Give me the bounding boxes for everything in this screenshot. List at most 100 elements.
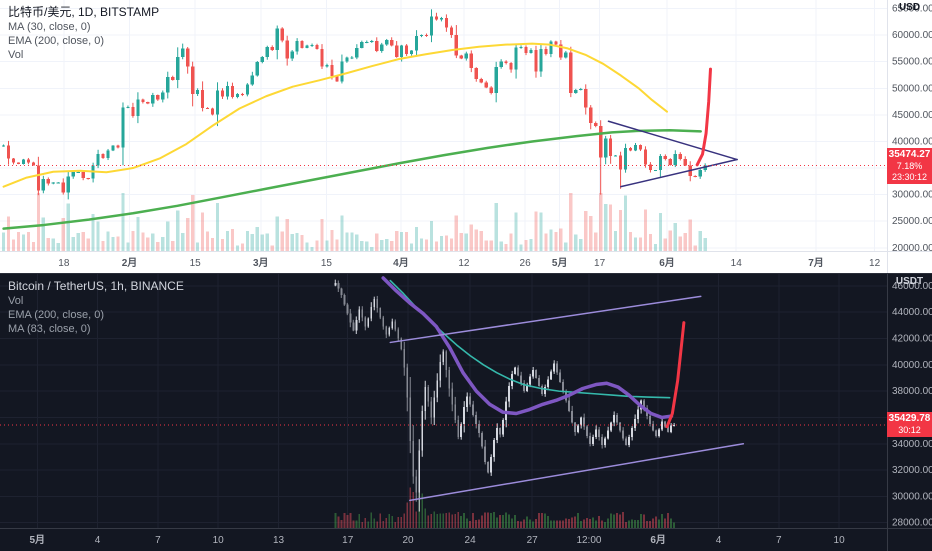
volume-bar xyxy=(86,238,90,251)
candle-body xyxy=(541,385,544,394)
hourly-chart-panel[interactable]: 46000.00 44000.00 42000.00 40000.00 38000.00… xyxy=(0,273,932,551)
volume-bar xyxy=(577,513,580,528)
triangle-upper-trendline[interactable] xyxy=(607,120,738,161)
indicator-ma30[interactable]: MA (30, close, 0) xyxy=(8,21,91,33)
candle-body xyxy=(703,165,707,171)
volume-bar xyxy=(622,512,625,528)
indicator-vol[interactable]: Vol xyxy=(8,49,24,61)
candle-body xyxy=(683,159,687,166)
hourly-chart-canvas[interactable]: 46000.00 44000.00 42000.00 40000.00 38000.00… xyxy=(0,274,932,551)
channel-lower-trendline[interactable] xyxy=(409,443,745,502)
price-tick-label: 25000.00 xyxy=(892,216,932,227)
symbol-title[interactable]: 比特币/美元, 1D, BITSTAMP xyxy=(8,5,160,19)
candle-body xyxy=(664,421,667,427)
candle-body xyxy=(574,89,578,94)
volume-bar xyxy=(81,231,85,251)
breakout-spike[interactable] xyxy=(665,321,686,429)
volume-bar xyxy=(652,518,655,528)
volume-bar xyxy=(532,521,535,528)
volume-bar xyxy=(514,515,517,528)
candle-body xyxy=(459,55,463,59)
candle-body xyxy=(584,88,588,108)
hourly-chart-legend: Bitcoin / TetherUS, 1h, BINANCE Vol EMA … xyxy=(8,279,184,336)
price-axis-currency-usdt[interactable]: USDT xyxy=(895,276,924,287)
candle-body xyxy=(544,48,548,55)
time-tick-label: 5月 xyxy=(29,534,45,546)
candle-body xyxy=(176,56,180,80)
chart-background xyxy=(0,0,932,273)
time-tick-label: 7 xyxy=(155,535,161,546)
indicator-ma83[interactable]: MA (83, close, 0) xyxy=(8,323,91,335)
candle-body xyxy=(382,317,385,327)
candle-body xyxy=(607,430,610,439)
volume-bar xyxy=(385,518,388,528)
candle-body xyxy=(504,61,508,63)
volume-bar xyxy=(225,231,230,251)
indicator-vol[interactable]: Vol xyxy=(8,295,24,307)
candle-body xyxy=(121,107,125,148)
price-axis-currency-usd[interactable]: USD xyxy=(898,2,921,13)
volume-bar xyxy=(280,231,284,251)
volume-bar xyxy=(430,514,433,528)
candle-body xyxy=(673,424,676,426)
volume-bar xyxy=(121,193,125,251)
volume-bar xyxy=(556,520,559,528)
volume-bar xyxy=(215,203,220,251)
symbol-title[interactable]: Bitcoin / TetherUS, 1h, BINANCE xyxy=(8,279,184,293)
volume-bar xyxy=(1,232,6,251)
volume-bar xyxy=(481,515,484,528)
candle-body xyxy=(340,61,344,82)
ma-83-line[interactable] xyxy=(381,276,674,420)
volume-bar xyxy=(517,521,520,528)
candle-body xyxy=(460,424,463,438)
volume-bar xyxy=(544,513,547,528)
candle-body xyxy=(604,438,607,446)
daily-chart-canvas[interactable]: 65000.00 60000.00 55000.00 50000.00 45000.00… xyxy=(0,0,932,273)
candle-body xyxy=(403,349,406,368)
candle-body xyxy=(415,476,418,493)
volume-bar xyxy=(475,519,478,528)
candle-body xyxy=(433,397,436,418)
candle-body xyxy=(538,377,541,386)
candle-body xyxy=(449,27,454,36)
candle-body xyxy=(245,84,249,95)
breakout-spike[interactable] xyxy=(695,67,712,167)
volume-bar xyxy=(421,493,424,528)
triangle-lower-trendline[interactable] xyxy=(620,158,738,188)
candle-body xyxy=(442,351,445,363)
candle-body xyxy=(31,162,36,166)
candle-body xyxy=(439,18,444,20)
volume-bar xyxy=(494,203,498,251)
volume-bar xyxy=(210,238,215,251)
volume-bar xyxy=(469,521,472,528)
volume-bar xyxy=(562,520,565,528)
volume-bar xyxy=(424,239,429,251)
time-tick-label: 2月 xyxy=(122,257,138,269)
volume-bar xyxy=(300,234,304,251)
volume-bar xyxy=(509,233,513,251)
volume-bar xyxy=(643,514,646,528)
ema-200-line[interactable] xyxy=(2,129,702,230)
volume-bar xyxy=(141,232,145,251)
channel-upper-trendline[interactable] xyxy=(389,295,702,344)
volume-bar xyxy=(409,487,412,528)
indicator-ema200[interactable]: EMA (200, close, 0) xyxy=(8,309,104,321)
volume-bar xyxy=(166,221,170,251)
candle-body xyxy=(400,45,404,57)
candle-body xyxy=(365,42,369,44)
candle-body xyxy=(526,384,529,392)
candle-body xyxy=(693,176,697,178)
volume-bar xyxy=(519,244,523,251)
volume-bar xyxy=(397,517,400,528)
volume-bar xyxy=(589,215,593,251)
volume-bar xyxy=(448,512,451,528)
indicator-ema200[interactable]: EMA (200, close, 0) xyxy=(8,35,104,47)
daily-chart-panel[interactable]: 65000.00 60000.00 55000.00 50000.00 45000.00… xyxy=(0,0,932,273)
candle-body xyxy=(429,16,434,36)
volume-bar xyxy=(439,235,444,251)
ma-30-line[interactable] xyxy=(2,42,669,188)
price-tick-label: 40000.00 xyxy=(892,360,932,371)
volume-bar xyxy=(658,519,661,528)
volume-bar xyxy=(623,195,628,251)
candle-body xyxy=(146,102,150,104)
